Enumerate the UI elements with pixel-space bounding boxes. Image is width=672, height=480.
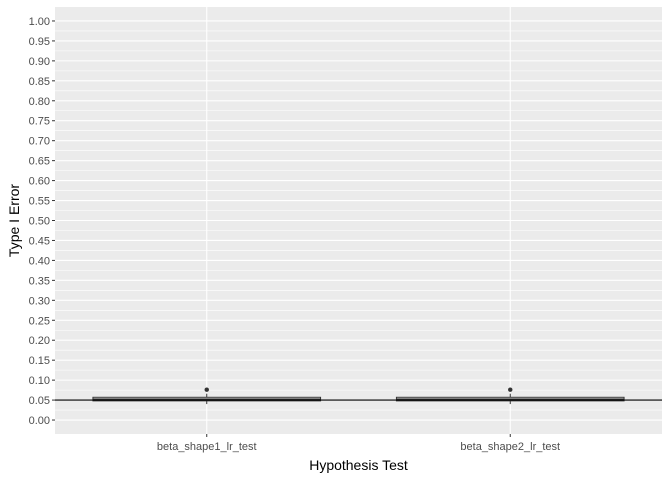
y-tick-label: 0.50: [29, 216, 50, 228]
minor-gridlines: [55, 30, 662, 411]
y-tick-label: 0.25: [29, 315, 50, 327]
outlier-point: [508, 387, 513, 392]
y-tick-label: 0.45: [29, 235, 50, 247]
y-tick-label: 0.75: [29, 116, 50, 128]
boxes: [92, 387, 625, 405]
y-tick-label: 0.00: [29, 415, 50, 427]
x-axis-ticks: beta_shape1_lr_test beta_shape2_lr_test: [157, 434, 560, 453]
y-tick-label: 0.95: [29, 36, 50, 48]
y-tick-label: 0.15: [29, 355, 50, 367]
outlier-point: [204, 387, 209, 392]
x-axis-title: Hypothesis Test: [309, 457, 408, 473]
y-tick-label: 0.55: [29, 196, 50, 208]
y-tick-label: 0.70: [29, 136, 50, 148]
box-beta_shape1_lr_test: [92, 387, 322, 405]
y-axis-ticks: 0.00 0.05 0.10 0.15 0.20 0.25 0.30 0.35 0.40 0.45…: [29, 16, 55, 427]
y-tick-label: 0.10: [29, 375, 50, 387]
y-tick-label: 0.30: [29, 295, 50, 307]
x-tick-label: beta_shape2_lr_test: [460, 441, 560, 453]
y-tick-label: 0.35: [29, 275, 50, 287]
box-beta_shape2_lr_test: [395, 387, 625, 405]
y-tick-label: 0.85: [29, 76, 50, 88]
y-tick-label: 0.60: [29, 176, 50, 188]
y-tick-label: 0.65: [29, 156, 50, 168]
y-tick-label: 0.20: [29, 335, 50, 347]
y-tick-label: 0.90: [29, 56, 50, 68]
y-axis-title: Type I Error: [6, 184, 22, 257]
y-tick-label: 0.05: [29, 395, 50, 407]
x-tick-label: beta_shape1_lr_test: [157, 441, 257, 453]
y-tick-label: 0.40: [29, 255, 50, 267]
y-tick-label: 1.00: [29, 16, 50, 28]
y-tick-label: 0.80: [29, 96, 50, 108]
